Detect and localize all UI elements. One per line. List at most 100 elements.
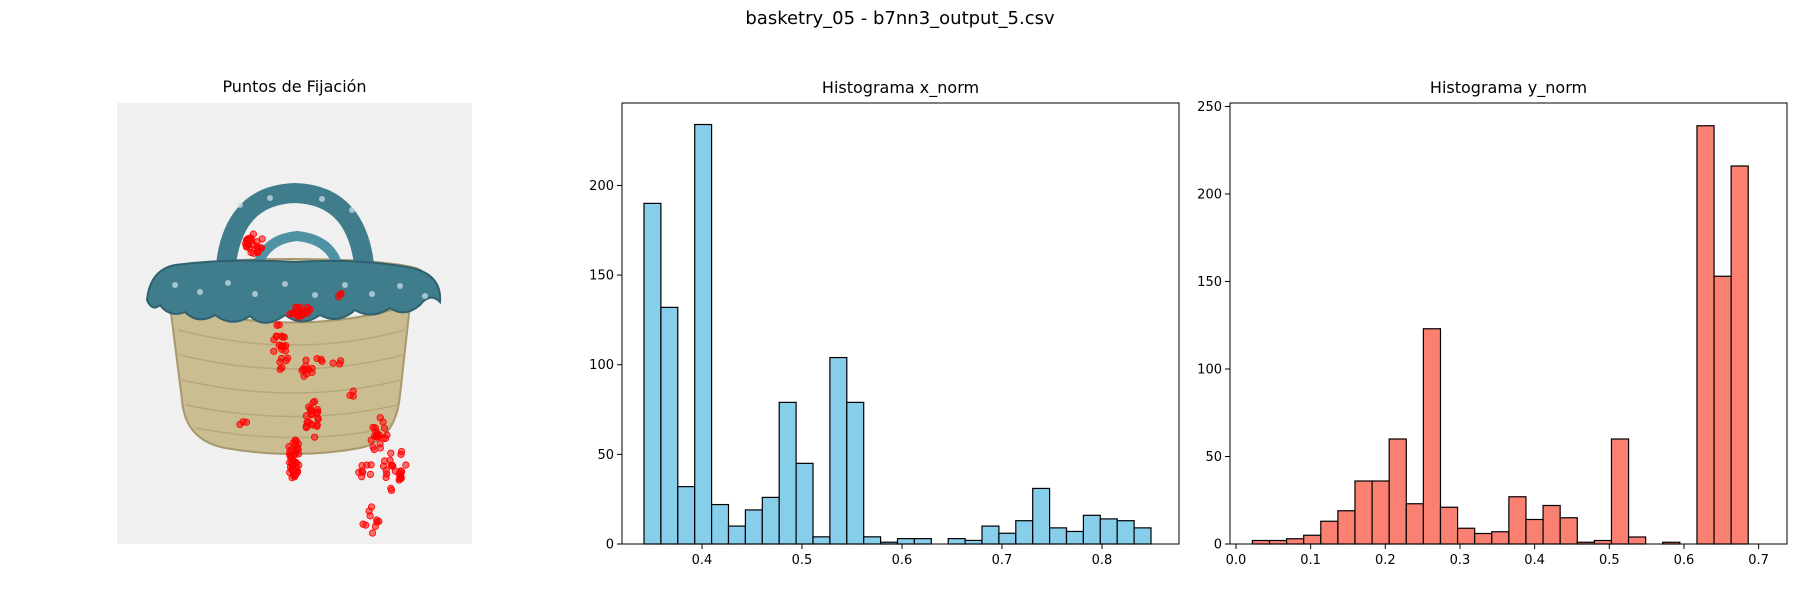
hy-bar (1405, 503, 1424, 545)
fixation-point (277, 342, 285, 350)
hx-bar (1065, 530, 1084, 545)
fixation-point (286, 451, 294, 459)
fixation-point (379, 462, 388, 470)
hx-xtick-label: 0.6 (892, 553, 913, 568)
hx-bar (727, 525, 746, 545)
fixation-point (253, 238, 261, 246)
hx-bar (998, 532, 1017, 545)
fixation-point (358, 462, 366, 470)
hy-bar (1422, 328, 1442, 545)
figure-title: basketry_05 - b7nn3_output_5.csv (745, 8, 1055, 29)
hy-bar (1627, 536, 1647, 545)
fabric-pattern (172, 195, 428, 299)
hx-axes-frame (621, 102, 1180, 545)
hx-bar (947, 538, 966, 545)
fixation-point (278, 332, 286, 340)
hy-xtick-label: 0.6 (1674, 553, 1695, 568)
hy-ytick-label: 0 (1214, 538, 1222, 553)
fixation-point (402, 461, 410, 469)
fixation-point (314, 414, 322, 422)
hx-bar (761, 496, 780, 545)
hy-bar (1559, 517, 1578, 545)
hx-bar (896, 538, 915, 545)
hx-bar (677, 486, 696, 545)
fixation-point (369, 423, 377, 432)
fixation-point (336, 360, 344, 368)
hx-ytick-label: 50 (597, 448, 614, 463)
fixation-point (242, 418, 251, 426)
fixation-point (306, 305, 314, 314)
fixation-point (359, 468, 367, 476)
fixation-point (277, 354, 286, 363)
hy-xtick-label: 0.4 (1524, 553, 1545, 568)
hy-xtick-label: 0.2 (1375, 553, 1396, 568)
hx-bar (1082, 514, 1101, 545)
hy-axes-frame (1229, 102, 1788, 545)
hx-bar (1048, 527, 1068, 545)
hy-bar (1713, 275, 1732, 545)
fixation-point (375, 517, 383, 526)
hx-bar (913, 538, 932, 545)
fixation-panel (117, 103, 472, 544)
hy-bar (1542, 504, 1561, 545)
basket-weave (177, 329, 406, 439)
hx-bar (1032, 487, 1051, 545)
hx-bar (1133, 527, 1152, 545)
hx-xtick-label: 0.4 (692, 553, 713, 568)
hx-ytick-label: 100 (589, 358, 614, 373)
hy-bar (1610, 438, 1630, 545)
fixation-point (257, 244, 266, 252)
hy-xtick-label: 0.5 (1599, 553, 1620, 568)
fixation-points (236, 230, 410, 537)
hy-bar (1456, 527, 1476, 545)
fixation-point (383, 431, 391, 439)
hx-bar (981, 525, 1000, 545)
fixation-point (298, 312, 306, 320)
fixation-point (270, 347, 278, 355)
fixation-point (370, 446, 378, 454)
hy-bar (1696, 125, 1715, 545)
fixation-point (302, 422, 310, 431)
histogram-x-title: Histograma x_norm (821, 78, 980, 97)
fixation-point (244, 235, 252, 243)
hx-bar (863, 536, 882, 545)
fixation-point (270, 336, 278, 344)
fixation-point (397, 474, 405, 483)
fixation-point (310, 433, 319, 441)
hy-ytick-label: 100 (1197, 363, 1222, 378)
hx-ytick-label: 200 (589, 179, 614, 194)
hy-bar (1388, 438, 1407, 545)
fixation-point (273, 321, 281, 329)
hx-bar (1015, 520, 1034, 545)
fixation-point (317, 355, 325, 363)
fixation-point (387, 449, 395, 457)
fixation-point (380, 424, 389, 432)
hx-bar (643, 202, 662, 545)
hy-bar (1525, 518, 1544, 545)
histogram-y-title: Histograma y_norm (1429, 78, 1588, 97)
hy-xtick-label: 0.0 (1226, 553, 1247, 568)
fixation-point (383, 470, 391, 478)
fixation-point (349, 392, 357, 400)
fixation-point (294, 450, 303, 458)
fixation-point (309, 398, 317, 407)
hy-bar (1251, 539, 1271, 545)
hy-xtick-label: 0.3 (1450, 553, 1471, 568)
fixation-point (359, 520, 367, 528)
fixation-point (313, 421, 321, 429)
fixation-point (249, 230, 258, 238)
hy-xtick-label: 0.1 (1300, 553, 1321, 568)
hy-bar (1268, 539, 1288, 545)
hy-bar (1371, 480, 1390, 545)
hy-bar (1491, 531, 1510, 545)
basket-handle-front (250, 230, 345, 281)
hx-bar (1099, 518, 1118, 545)
fixation-point (250, 249, 258, 257)
hy-bar (1474, 532, 1493, 545)
hy-ytick-label: 150 (1197, 275, 1222, 290)
hy-bar (1593, 539, 1613, 545)
fixation-point (302, 356, 310, 364)
hx-bar (795, 462, 814, 545)
fixation-point (366, 470, 375, 478)
basket-body (168, 303, 412, 455)
